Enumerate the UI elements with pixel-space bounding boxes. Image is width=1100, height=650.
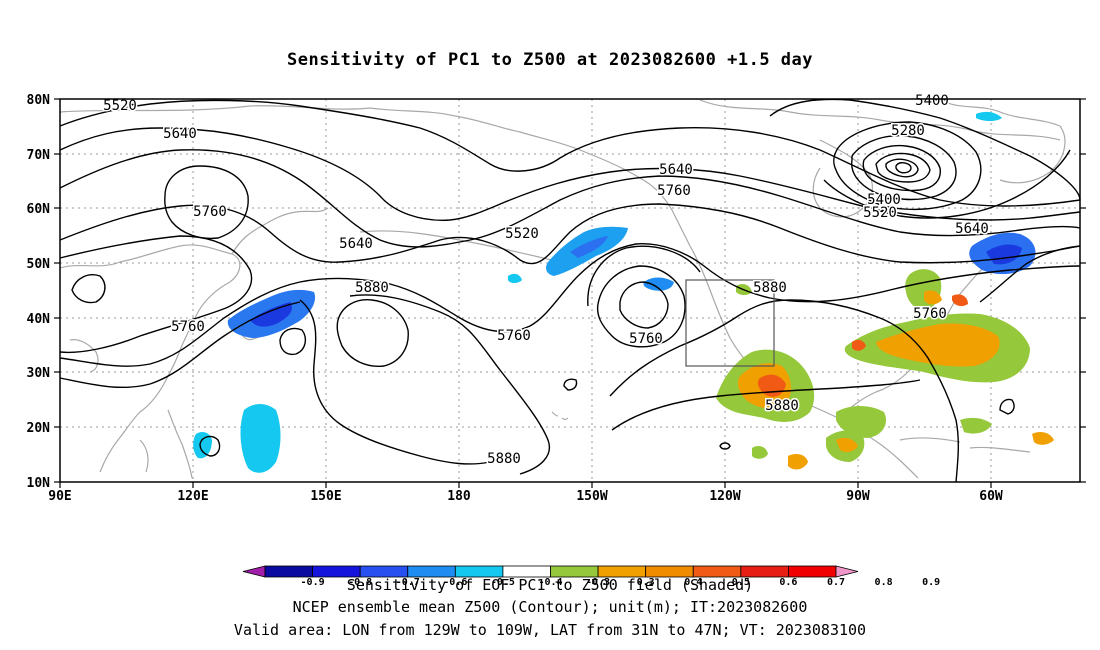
lon-tick-label: 60W (979, 489, 1003, 504)
contour-labels: 5520 5640 5760 5640 5880 5760 5520 5640 … (102, 92, 991, 469)
colorbar-tick-label: -0.6 (443, 577, 467, 588)
caption-contour: NCEP ensemble mean Z500 (Contour); unit(… (292, 598, 808, 616)
lon-tick-label: 150W (576, 489, 607, 504)
lon-tick-label: 120W (709, 489, 740, 504)
z500-contours (59, 98, 1081, 483)
map-frame (59, 98, 1081, 483)
colorbar-tick-label: 0.3 (637, 577, 655, 588)
colorbar-tick-label: 0.6 (779, 577, 797, 588)
colorbar-tick-label: -0.8 (348, 577, 372, 588)
negative-patch-pacific (643, 277, 674, 291)
contour-label: 5880 (487, 451, 521, 467)
colorbar-tick-label: -0.4 (538, 577, 562, 588)
tick-marks (54, 98, 1086, 488)
contour-label: 5280 (891, 123, 925, 139)
contour-label: 5760 (913, 306, 947, 322)
colorbar-tick-label: -0.3 (586, 577, 610, 588)
colorbar-tick-label: -0.9 (301, 577, 325, 588)
lat-tick-label: 20N (27, 421, 51, 436)
colorbar-tick-label: -0.5 (491, 577, 515, 588)
colorbar-tick-label: 0.9 (922, 577, 940, 588)
negative-patch-philippines (240, 404, 281, 473)
contour-label: 5400 (915, 93, 949, 109)
contour-label: 5760 (193, 204, 227, 220)
lat-tick-label: 60N (27, 202, 51, 217)
lat-tick-label: 30N (27, 366, 51, 381)
contour-label: 5760 (657, 183, 691, 199)
contour-label: 5520 (505, 226, 539, 242)
contour-label: 5400 (867, 192, 901, 208)
lat-tick-label: 70N (27, 148, 51, 163)
caption-shaded: Sensitivity of EOF PC1 to Z500 field (Sh… (346, 576, 754, 594)
lat-tick-label: 80N (27, 93, 51, 108)
colorbar: -0.9 -0.8 -0.7 -0.6 -0.5 -0.4 -0.3 0.3 0.4 0.5 0.6… (242, 565, 940, 588)
colorbar-arrow-high (835, 565, 859, 578)
contour-label: 5760 (497, 328, 531, 344)
contour-label: 5640 (163, 126, 197, 142)
contour-label: 5760 (171, 319, 205, 335)
latitude-labels: 80N 70N 60N 50N 40N 30N 20N 10N (27, 93, 51, 491)
lon-tick-label: 90W (846, 489, 870, 504)
colorbar-tick-label: -0.7 (396, 577, 420, 588)
colorbar-tick-label: 0.5 (732, 577, 750, 588)
lat-tick-label: 50N (27, 257, 51, 272)
validation-area-box (685, 279, 775, 367)
caption-valid-area: Valid area: LON from 129W to 109W, LAT f… (233, 621, 867, 639)
contour-label: 5880 (765, 398, 799, 414)
contour-label: 5640 (339, 236, 373, 252)
contour-label: 5880 (355, 280, 389, 296)
lon-tick-label: 120E (177, 489, 208, 504)
contour-label: 5520 (103, 98, 137, 114)
contour-label: 5520 (863, 205, 897, 221)
contour-label: 5760 (629, 331, 663, 347)
colorbar-tick-label: 0.7 (827, 577, 845, 588)
lon-tick-label: 90E (48, 489, 71, 504)
lon-tick-label: 150E (310, 489, 341, 504)
chart-title: Sensitivity of PC1 to Z500 at 2023082600… (286, 50, 813, 70)
colorbar-tick-label: 0.4 (684, 577, 702, 588)
lon-tick-label: 180 (447, 489, 471, 504)
colorbar-tick-label: 0.8 (875, 577, 893, 588)
lat-tick-label: 10N (27, 476, 51, 491)
contour-label: 5640 (659, 162, 693, 178)
contour-label: 5880 (753, 280, 787, 296)
contour-label: 5640 (955, 221, 989, 237)
longitude-labels: 90E 120E 150E 180 150W 120W 90W 60W (48, 489, 1003, 504)
lat-tick-label: 40N (27, 312, 51, 327)
